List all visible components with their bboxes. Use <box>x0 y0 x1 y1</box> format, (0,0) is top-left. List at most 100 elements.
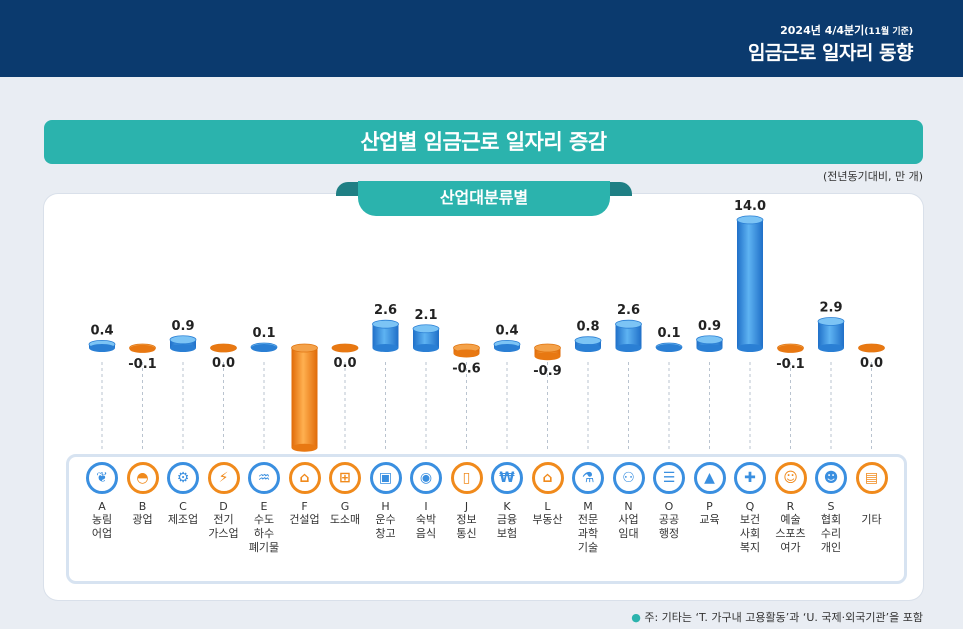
value-label: 0.8 <box>576 320 599 335</box>
document-icon: ☰ <box>653 462 685 494</box>
category-A: ❦ A 농림 어업 <box>82 462 122 541</box>
header-title: 임금근로 일자리 동향 <box>747 42 914 64</box>
bar-cap-top <box>412 324 440 334</box>
bar-cap-bottom <box>170 344 196 352</box>
category-code: S <box>827 500 835 513</box>
category-B: ◓ B 광업 <box>123 462 163 527</box>
category-code: R <box>786 500 795 513</box>
value-label: 0.4 <box>90 323 113 338</box>
header-period: 2024년 4/4분기(11월 기준) <box>780 24 913 37</box>
category-name: 전문 과학 기술 <box>577 513 599 554</box>
category-L: ⌂ L 부동산 <box>528 462 568 527</box>
lightning-icon: ⚡ <box>207 462 240 494</box>
bar-cap-bottom <box>251 344 277 352</box>
category-name: 도소매 <box>329 513 361 526</box>
category-name: 금융 보험 <box>496 513 518 540</box>
bar-cap-top <box>372 319 399 329</box>
value-label: 0.4 <box>495 323 518 338</box>
category-code: H <box>381 500 390 513</box>
category-name: 협회 수리 개인 <box>820 513 842 554</box>
category-N: ⚇ N 사업 임대 <box>609 462 649 541</box>
value-label: 2.9 <box>819 300 842 315</box>
category-code: Q <box>745 500 755 513</box>
header-bar: 2024년 4/4분기(11월 기준) 임금근로 일자리 동향 <box>0 0 963 77</box>
category-F: ⌂ F 건설업 <box>285 462 325 527</box>
bar-cap-bottom <box>129 344 156 353</box>
category-code: A <box>98 500 106 513</box>
bar-cap-bottom <box>858 344 885 352</box>
bar-S <box>818 321 844 348</box>
category-P: ▲ P 교육 <box>690 462 730 527</box>
category-code: D <box>219 500 228 513</box>
category-name: 전기 가스업 <box>208 513 239 540</box>
medical-kit-icon: ✚ <box>734 462 766 494</box>
group-icon: ☻ <box>815 462 847 494</box>
bar-cap-top <box>574 336 602 346</box>
value-label: 0.1 <box>252 326 275 341</box>
category-code: K <box>503 500 511 513</box>
bar-cap-top <box>169 335 197 345</box>
bar-Q <box>737 219 763 348</box>
category-name: 정보 통신 <box>456 513 477 540</box>
bar-cap-bottom <box>291 443 318 452</box>
category-name: 교육 <box>699 513 720 526</box>
unit-label: (전년동기대비, 만 개) <box>822 170 923 183</box>
category-name: 광업 <box>132 513 153 526</box>
bar-cap-bottom <box>453 349 480 358</box>
bar-H <box>372 324 399 348</box>
category-O: ☰ O 공공 행정 <box>649 462 689 541</box>
category-name: 공공 행정 <box>658 513 680 540</box>
helmet-icon: ◓ <box>126 462 159 494</box>
bar-I <box>413 328 439 348</box>
bar-cap-bottom <box>210 344 237 352</box>
value-label: 0.1 <box>657 326 680 341</box>
value-label: -0.1 <box>776 357 804 372</box>
value-label: -0.1 <box>128 357 156 372</box>
chart-subtitle: 산업대분류별 <box>358 181 610 216</box>
category-code: I <box>424 500 428 513</box>
bar-cap-bottom <box>656 344 682 352</box>
bar-cap-top <box>817 317 845 326</box>
phone-icon: ▯ <box>450 462 483 494</box>
category-name: 예술 스포츠 여가 <box>775 513 806 554</box>
category-code: P <box>706 500 713 513</box>
value-label: 2.6 <box>617 303 640 318</box>
category-C: ⚙ C 제조업 <box>163 462 203 527</box>
value-label: 14.0 <box>734 199 766 214</box>
category-K: ₩ K 금융 보험 <box>487 462 527 541</box>
graduation-cap-icon: ▲ <box>693 462 726 494</box>
category-name: 운수 창고 <box>375 513 396 540</box>
category-R: ☺ R 예술 스포츠 여가 <box>771 462 811 555</box>
bar-cap-top <box>615 319 642 329</box>
bar-cap-top <box>291 343 318 353</box>
category-Q: ✚ Q 보건 사회 복지 <box>730 462 770 555</box>
wheat-icon: ❦ <box>86 462 118 494</box>
category-code: M <box>583 500 593 513</box>
bar-cap-bottom <box>818 344 844 352</box>
bar-cap-top <box>696 335 723 345</box>
category-name: 보건 사회 복지 <box>739 513 761 554</box>
category-icon-strip <box>66 454 907 584</box>
bar-F <box>291 348 318 448</box>
category-code: N <box>624 500 633 513</box>
category-etc: ▤ 기타 <box>852 462 892 527</box>
people-icon: ⚇ <box>612 462 645 494</box>
category-code: O <box>664 500 674 513</box>
bar-N <box>615 324 642 348</box>
faucet-icon: ♒ <box>248 462 280 494</box>
category-I: ◉ I 숙박 음식 <box>406 462 446 541</box>
value-label: -0.6 <box>452 361 480 376</box>
category-name: 제조업 <box>167 513 199 526</box>
bar-cap-bottom <box>413 344 439 352</box>
category-S: ☻ S 협회 수리 개인 <box>811 462 851 555</box>
category-code: C <box>179 500 187 513</box>
category-name: 기타 <box>861 513 882 526</box>
value-label: 0.9 <box>698 319 721 334</box>
bar-cap-bottom <box>89 344 115 352</box>
bar-cap-bottom <box>737 344 763 352</box>
value-label: 0.0 <box>333 356 356 371</box>
chart-banner-title: 산업별 임금근로 일자리 증감 <box>44 120 923 164</box>
category-D: ⚡ D 전기 가스업 <box>204 462 244 541</box>
category-name: 부동산 <box>532 513 563 526</box>
category-name: 수도 하수 폐기물 <box>248 513 280 554</box>
